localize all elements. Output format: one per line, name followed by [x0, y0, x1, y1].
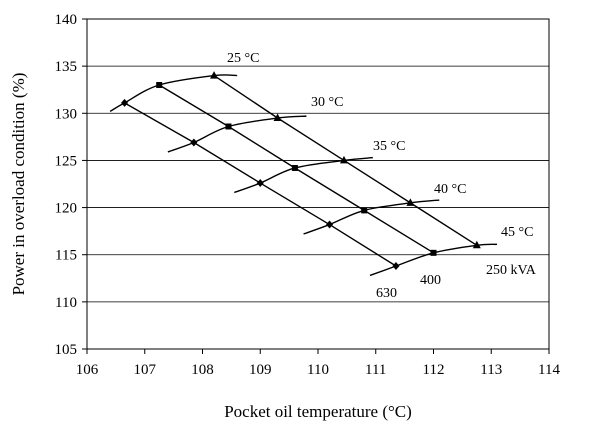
data-point [392, 262, 400, 271]
plot-area [86, 18, 550, 350]
y-tick-label: 105 [55, 342, 78, 358]
x-tick-label: 114 [538, 362, 560, 378]
annotation-25c: 25 °C [227, 51, 259, 66]
y-axis-ticks: 105 110 115 120 125 130 135 140 [55, 12, 87, 358]
annotation-250kva: 250 kVA [486, 263, 537, 278]
x-tick-label: 110 [307, 362, 329, 378]
annotation-630: 630 [376, 286, 397, 301]
annotation-35c: 35 °C [373, 139, 405, 154]
annotation-30c: 30 °C [311, 95, 343, 110]
data-point [406, 198, 415, 206]
x-tick-label: 108 [191, 362, 214, 378]
data-point [339, 155, 348, 164]
data-point [430, 249, 437, 256]
x-tick-label: 106 [76, 362, 99, 378]
data-markers [121, 71, 481, 271]
annotation-40c: 40 °C [434, 182, 466, 197]
data-point [256, 179, 264, 188]
data-point [121, 98, 129, 107]
data-point [190, 138, 198, 147]
x-axis-ticks: 106 107 108 109 110 111 112 113 114 [76, 349, 560, 378]
data-point [361, 207, 368, 214]
y-tick-label: 140 [55, 12, 78, 28]
data-point [326, 220, 334, 229]
data-point [472, 240, 481, 249]
x-tick-label: 113 [480, 362, 502, 378]
x-tick-label: 109 [249, 362, 272, 378]
annotation-45c: 45 °C [501, 225, 533, 240]
data-point [273, 113, 282, 121]
x-tick-label: 112 [423, 362, 445, 378]
data-point [291, 164, 298, 171]
data-point [225, 123, 232, 130]
y-tick-label: 125 [55, 153, 78, 169]
data-point [210, 71, 219, 79]
gridlines [87, 65, 549, 303]
y-tick-label: 130 [55, 106, 78, 122]
annotation-400: 400 [420, 273, 441, 288]
y-tick-label: 115 [55, 248, 77, 264]
y-tick-label: 120 [55, 201, 78, 217]
y-axis-label: Power in overload condition (%) [9, 73, 28, 296]
data-point [156, 82, 163, 88]
y-tick-label: 135 [55, 59, 78, 75]
y-tick-label: 110 [55, 295, 77, 311]
x-axis-label: Pocket oil temperature (°C) [224, 402, 412, 421]
x-tick-label: 107 [134, 362, 157, 378]
x-tick-label: 111 [365, 362, 386, 378]
